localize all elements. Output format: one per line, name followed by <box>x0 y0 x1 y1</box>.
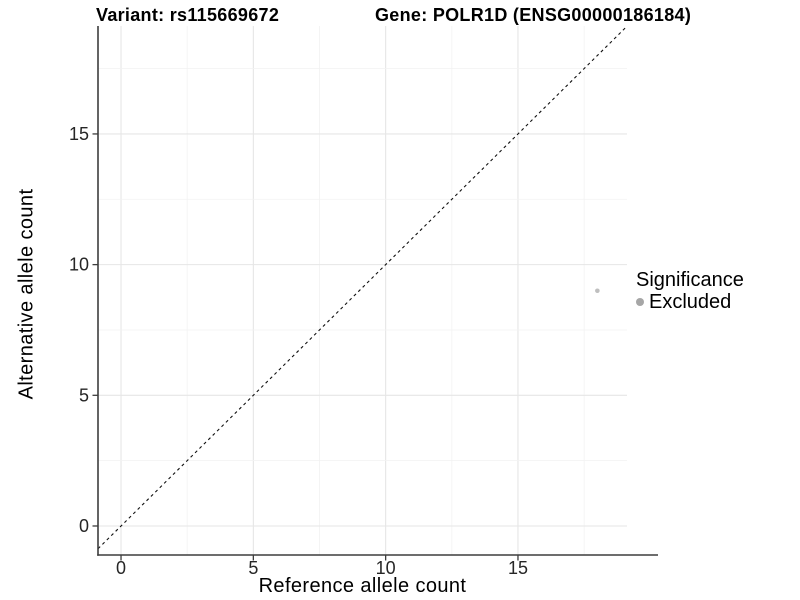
y-tick-label: 15 <box>69 124 89 144</box>
legend-item-label: Excluded <box>649 291 732 313</box>
x-tick-label: 15 <box>508 558 528 578</box>
data-point <box>595 288 600 294</box>
legend-item: Excluded <box>636 292 744 312</box>
plot-title-variant: Variant: rs115669672 <box>96 5 280 25</box>
x-tick-label: 5 <box>248 558 258 578</box>
x-tick-label: 10 <box>376 558 396 578</box>
y-tick-label: 0 <box>79 516 89 536</box>
legend-key-dot <box>636 298 644 306</box>
y-tick-label: 5 <box>79 385 89 405</box>
x-axis-title: Reference allele count <box>258 575 467 597</box>
identity-line <box>97 25 628 550</box>
legend: Significance Excluded <box>636 269 744 312</box>
y-axis-title: Alternative allele count <box>15 188 38 400</box>
x-tick-label: 0 <box>116 558 126 578</box>
legend-title: Significance <box>636 269 744 291</box>
legend-items: Excluded <box>636 292 744 312</box>
plot-title-gene: Gene: POLR1D (ENSG00000186184) <box>375 5 692 25</box>
y-tick-label: 10 <box>69 255 89 275</box>
